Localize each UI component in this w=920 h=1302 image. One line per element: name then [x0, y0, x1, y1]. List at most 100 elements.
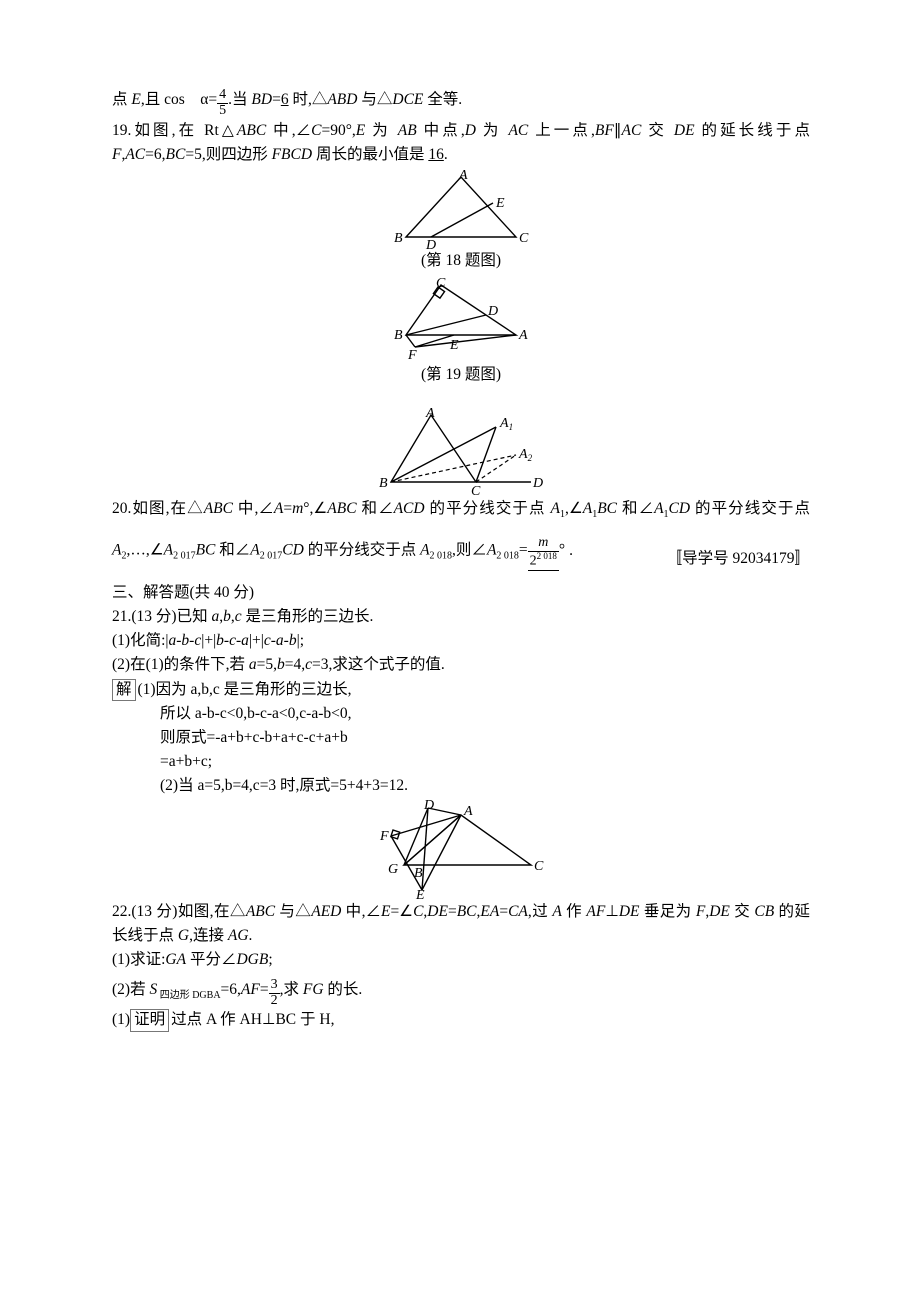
var: D [465, 122, 476, 139]
text: =∠ [390, 903, 413, 920]
problem-21-q1: (1)化简:|a-b-c|+|b-c-a|+|c-a-b|; [112, 629, 810, 653]
var: A [583, 500, 592, 517]
frac-den: 22 018 [528, 552, 559, 569]
lbl-C: C [471, 484, 481, 497]
lbl-A: A [458, 169, 468, 183]
text: 长线于点 [112, 927, 178, 944]
var: b [216, 632, 224, 649]
var: c [229, 632, 236, 649]
figure-19-caption: (第 19 题图) [112, 363, 810, 387]
var: AC [508, 122, 528, 139]
var: ABC [204, 500, 233, 517]
p: |+| [201, 632, 216, 649]
lbl-B: B [414, 866, 423, 881]
text: 作 [562, 903, 587, 920]
var: A [250, 542, 259, 559]
text: (2)若 [112, 981, 149, 998]
text: = [519, 542, 528, 559]
text: 的平分线交于点 [425, 500, 551, 517]
var: AB [398, 122, 417, 139]
text: ,∠ [565, 500, 583, 517]
var: AC [622, 122, 642, 139]
var: A [487, 542, 496, 559]
text: (1)化简:| [112, 632, 168, 649]
text: 中点, [417, 122, 465, 139]
sub: 2 017 [260, 551, 283, 562]
lbl-E: E [495, 196, 505, 211]
var: ABC [246, 903, 275, 920]
problem-21-sol1: 解(1)因为 a,b,c 是三角形的三边长, [112, 678, 810, 702]
lbl-E: E [415, 888, 425, 900]
var: CD [669, 500, 691, 517]
var: FBCD [272, 146, 312, 163]
text: 为 [365, 122, 398, 139]
solution-label: 解 [112, 679, 136, 702]
text: 的长. [324, 981, 363, 998]
var: BF [595, 122, 614, 139]
var: AF [586, 903, 605, 920]
problem-22-q1: (1)求证:GA 平分∠DGB; [112, 948, 810, 972]
text: = [499, 903, 508, 920]
lbl-A: A [463, 804, 473, 819]
var: b [289, 632, 297, 649]
var: AF [241, 981, 260, 998]
eq: = [272, 91, 281, 108]
var: c [305, 656, 312, 673]
var: A [164, 542, 173, 559]
text: 与△ [275, 903, 311, 920]
reference-number: 〚导学号 92034179〛 [667, 547, 810, 571]
var: DE [709, 903, 730, 920]
text: 为 [476, 122, 509, 139]
text: =6, [145, 146, 165, 163]
lbl-A: A [425, 407, 435, 421]
problem-21-sol4: =a+b+c; [112, 750, 810, 774]
text: 19.如图,在 Rt△ [112, 122, 237, 139]
fraction-3-2: 32 [269, 978, 280, 1008]
text: 全等. [423, 91, 462, 108]
var: ABC [237, 122, 266, 139]
var: b [277, 656, 285, 673]
text: 过点 A 作 AH⊥BC 于 H, [171, 1011, 334, 1028]
var: ABC [327, 500, 356, 517]
answer-20: m22 018 [528, 536, 559, 571]
var: DGB [236, 951, 268, 968]
text: 中,∠ [266, 122, 311, 139]
var: DE [674, 122, 695, 139]
var: BC [166, 146, 186, 163]
text: =4, [285, 656, 305, 673]
var: DE [619, 903, 640, 920]
var: CB [754, 903, 774, 920]
problem-21-q2: (2)在(1)的条件下,若 a=5,b=4,c=3,求这个式子的值. [112, 653, 810, 677]
var: m [292, 500, 303, 517]
text: 周长的最小值是 [312, 146, 428, 163]
lbl-B: B [379, 476, 388, 491]
var: CD [282, 542, 304, 559]
frac-num: 4 [217, 88, 228, 104]
text: 20.如图,在△ [112, 500, 204, 517]
var: F [696, 903, 705, 920]
proof-label: 证明 [130, 1009, 169, 1032]
text: =5, [257, 656, 277, 673]
problem-22-proof: (1)证明过点 A 作 AH⊥BC 于 H, [112, 1008, 810, 1032]
text: 和∠ [215, 542, 250, 559]
end: |; [297, 632, 304, 649]
answer-19: 16 [428, 146, 444, 163]
problem-21-head: 21.(13 分)已知 a,b,c 是三角形的三边长. [112, 605, 810, 629]
text: 和∠ [357, 500, 394, 517]
period: . [569, 542, 573, 559]
text: 22.(13 分)如图,在△ [112, 903, 246, 920]
var: AC [125, 146, 145, 163]
var-E: E [131, 91, 140, 108]
fraction-4-5: 45 [217, 88, 228, 118]
var: CA [508, 903, 528, 920]
text: 的延长线于点 [695, 122, 810, 139]
text: = [448, 903, 457, 920]
lbl-A2: A2 [518, 447, 533, 463]
deg: ° [559, 542, 565, 559]
text: ,连接 [189, 927, 228, 944]
problem-21-sol2: 所以 a-b-c<0,b-c-a<0,c-a-b<0, [112, 702, 810, 726]
problem-22-line2: 长线于点 G,连接 AG. [112, 924, 810, 948]
sub: 2 017 [173, 551, 196, 562]
frac-num: 3 [269, 978, 280, 994]
problem-21-sol3: 则原式=-a+b+c-b+a+c-c+a+b [112, 726, 810, 750]
